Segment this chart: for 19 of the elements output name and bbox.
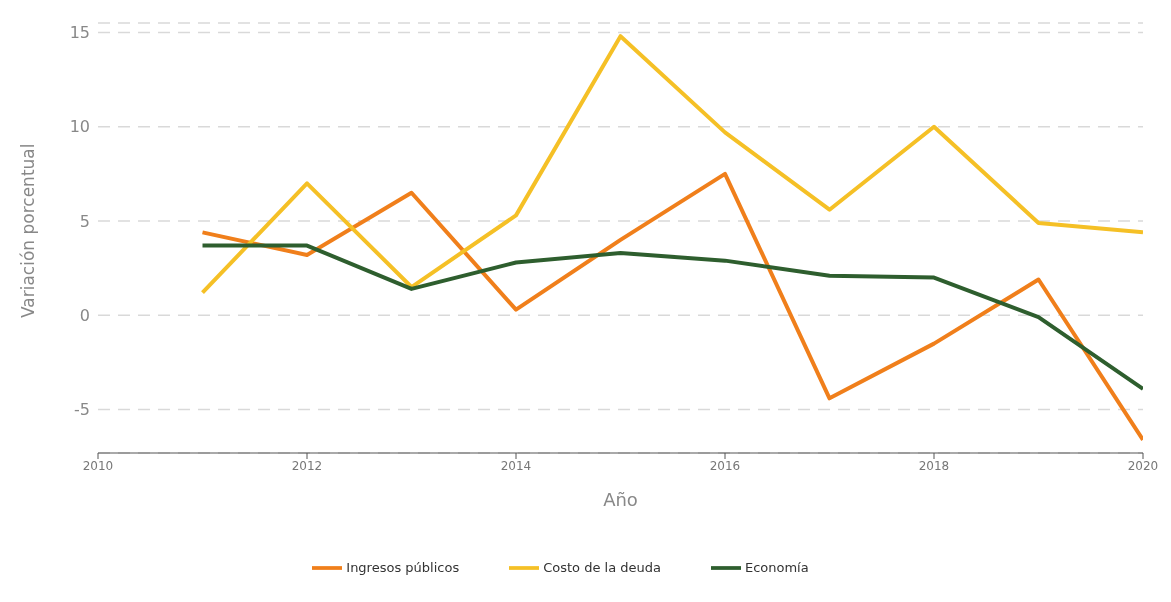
x-tick-label: 2020 — [1127, 458, 1159, 473]
y-tick-label: 0 — [79, 306, 90, 325]
x-tick-label: 2018 — [918, 458, 950, 473]
x-tick-label: 2014 — [500, 458, 532, 473]
y-tick-label: -5 — [74, 400, 90, 420]
y-tick-label: 10 — [69, 117, 90, 137]
line-series — [200, 34, 1143, 295]
y-tick-label: 5 — [79, 211, 90, 231]
y-tick-label: 15 — [69, 23, 90, 43]
x-tick-label: 2012 — [291, 458, 323, 473]
legend-label: Costo de la deuda — [543, 559, 661, 575]
legend-label: Ingresos públicos — [346, 559, 460, 575]
legend-label: Economía — [744, 559, 809, 575]
x-tick-label: 2016 — [709, 458, 741, 473]
line-series — [200, 171, 1143, 442]
y-axis-title: Variación porcentual — [18, 143, 39, 318]
line-series — [200, 243, 1143, 391]
x-axis-title: Año — [603, 488, 638, 510]
x-tick-label: 2010 — [82, 458, 114, 473]
